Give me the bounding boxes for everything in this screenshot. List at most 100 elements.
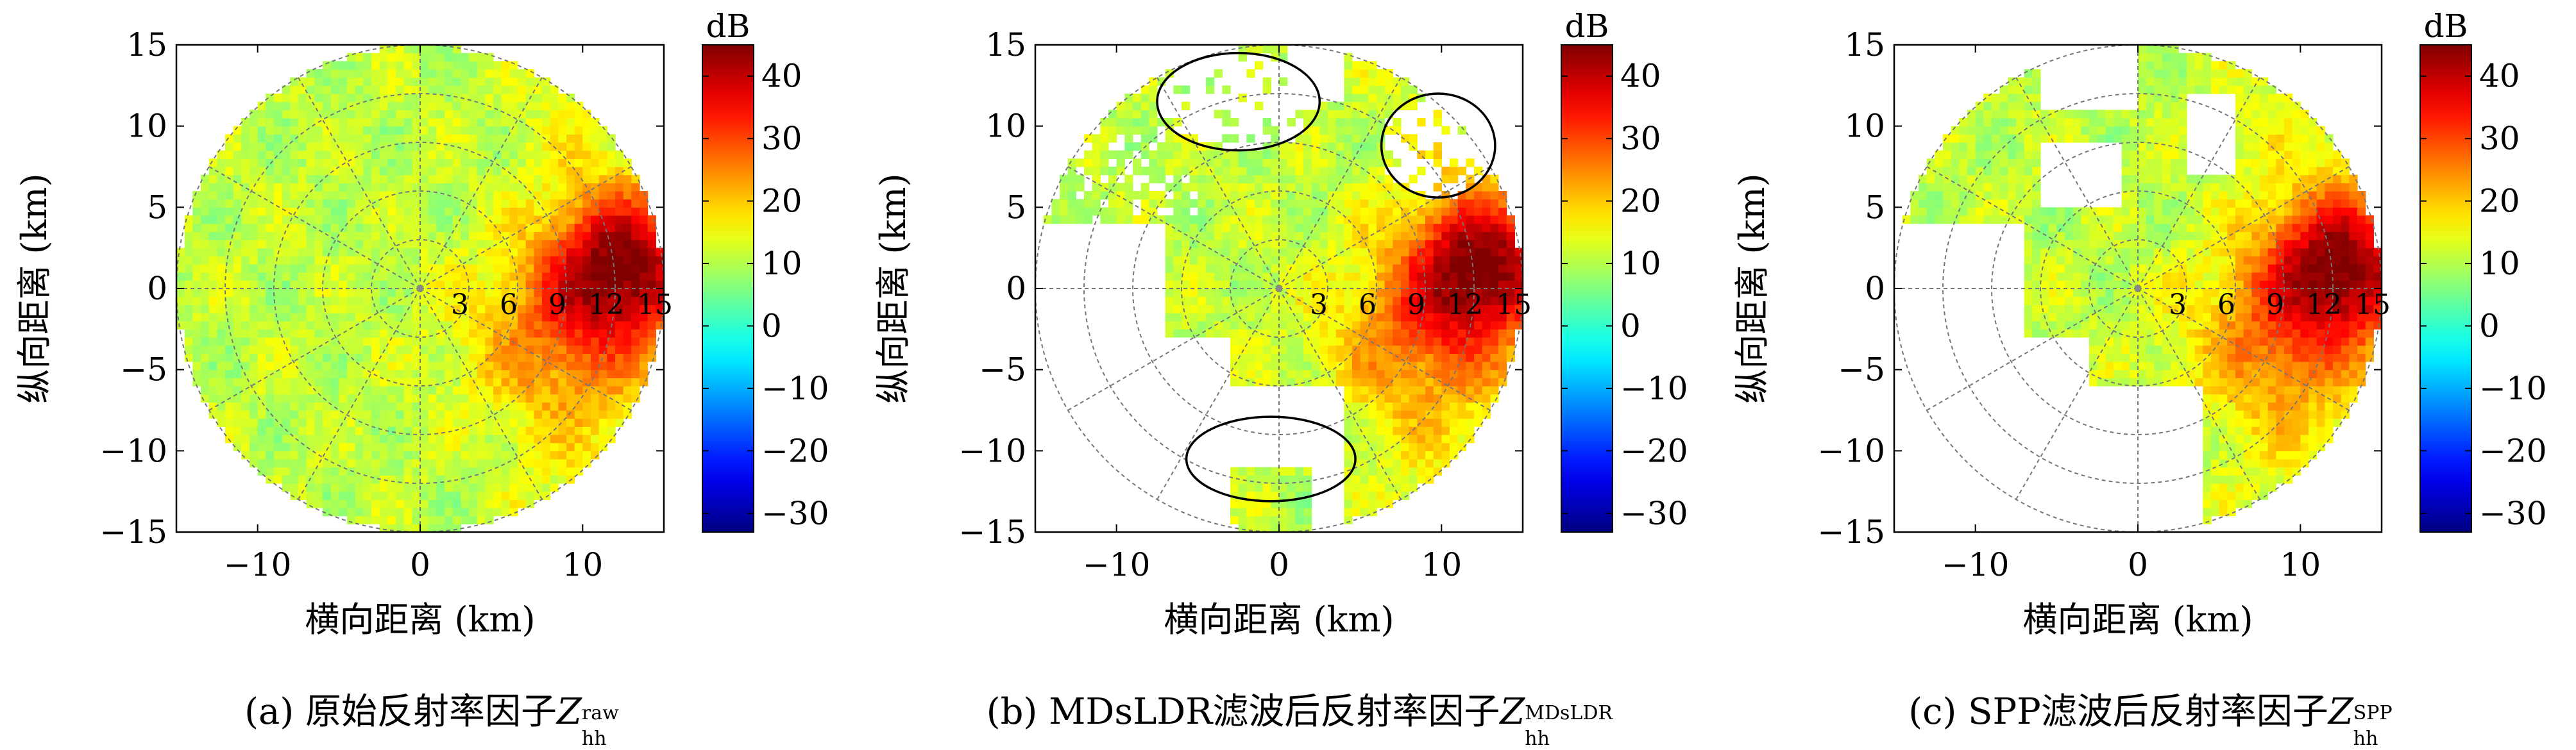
caption-text: (b) MDsLDR滤波后反射率因子 — [987, 691, 1500, 733]
x-axis-label: 横向距离 (km) — [1164, 599, 1394, 640]
colorbar-tick-label: 40 — [761, 58, 802, 95]
colorbar-tick-label: 20 — [2479, 183, 2520, 220]
colorbar-unit: dB — [706, 8, 750, 45]
y-axis-label: 纵向距离 (km) — [14, 173, 55, 403]
range-ring-label: 6 — [2217, 288, 2235, 321]
range-ring-label: 15 — [637, 288, 673, 321]
y-tick-label: 15 — [126, 26, 167, 63]
caption-variable: Z — [557, 691, 582, 733]
colorbar-tick-label: −20 — [761, 432, 829, 469]
x-axis-label: 横向距离 (km) — [305, 599, 535, 640]
colorbar-tick-label: −10 — [2479, 370, 2547, 407]
colorbar-tick-label: 30 — [2479, 120, 2520, 157]
colorbar-tick-label: 0 — [761, 307, 782, 344]
y-axis-label: 纵向距离 (km) — [1732, 173, 1772, 403]
x-tick-label: 0 — [1269, 546, 1289, 583]
colorbar-tick-label: 20 — [761, 183, 802, 220]
y-tick-label: −10 — [958, 432, 1026, 469]
y-tick-label: 10 — [985, 108, 1026, 145]
y-tick-label: −15 — [1817, 513, 1885, 551]
colorbar-tick-label: −30 — [761, 495, 829, 532]
range-ring-label: 12 — [588, 288, 624, 321]
colorbar-unit: dB — [1565, 8, 1609, 45]
x-tick-label: 0 — [410, 546, 430, 583]
caption-variable: Z — [2328, 691, 2353, 733]
caption-superscript: SPP — [2353, 704, 2393, 723]
caption-superscript: raw — [582, 704, 619, 723]
colorbar — [2420, 45, 2471, 532]
colorbar-tick-label: −20 — [2479, 432, 2547, 469]
range-ring-label: 12 — [2306, 288, 2342, 321]
range-ring-label: 3 — [1310, 288, 1328, 321]
y-tick-label: 10 — [1844, 108, 1885, 145]
y-tick-label: −5 — [120, 351, 167, 388]
y-tick-label: 5 — [1865, 188, 1885, 226]
caption-superscript: MDsLDR — [1525, 704, 1613, 723]
y-tick-label: −5 — [1838, 351, 1885, 388]
y-tick-label: 0 — [1865, 270, 1885, 307]
y-tick-label: −10 — [99, 432, 167, 469]
x-tick-label: −10 — [224, 546, 292, 583]
x-tick-label: −10 — [1083, 546, 1151, 583]
colorbar-tick-label: 10 — [2479, 245, 2520, 282]
y-tick-label: 0 — [1006, 270, 1026, 307]
range-ring-label: 15 — [2355, 288, 2391, 321]
caption-subscript: hh — [1525, 729, 1550, 749]
caption-subscript: hh — [582, 729, 607, 749]
colorbar-tick-label: 40 — [2479, 58, 2520, 95]
range-ring-label: 9 — [2266, 288, 2284, 321]
y-tick-label: 0 — [147, 270, 167, 307]
radar-center — [2135, 285, 2141, 292]
x-tick-label: 10 — [2280, 546, 2321, 583]
y-tick-label: 15 — [1844, 26, 1885, 63]
y-tick-label: −15 — [99, 513, 167, 551]
colorbar-tick-label: 20 — [1620, 183, 1661, 220]
caption-text: (a) 原始反射率因子 — [244, 691, 557, 733]
colorbar — [702, 45, 754, 532]
range-ring-label: 9 — [1407, 288, 1425, 321]
range-ring-label: 3 — [451, 288, 469, 321]
colorbar-tick-label: −10 — [1620, 370, 1688, 407]
y-tick-label: −15 — [958, 513, 1026, 551]
range-ring-label: 6 — [500, 288, 518, 321]
y-tick-label: 15 — [985, 26, 1026, 63]
colorbar-tick-label: 0 — [2479, 307, 2500, 344]
colorbar-unit: dB — [2424, 8, 2468, 45]
colorbar-tick-label: 40 — [1620, 58, 1661, 95]
range-ring-label: 3 — [2169, 288, 2187, 321]
colorbar-tick-label: 30 — [761, 120, 802, 157]
colorbar — [1561, 45, 1613, 532]
colorbar-tick-label: 0 — [1620, 307, 1641, 344]
range-ring-label: 15 — [1496, 288, 1532, 321]
x-tick-label: 10 — [1421, 546, 1462, 583]
colorbar-tick-label: 10 — [1620, 245, 1661, 282]
colorbar-tick-label: −30 — [1620, 495, 1688, 532]
y-tick-label: 5 — [1006, 188, 1026, 226]
radar-center — [417, 285, 423, 292]
colorbar-tick-label: 30 — [1620, 120, 1661, 157]
caption-variable: Z — [1500, 691, 1525, 733]
x-axis-label: 横向距离 (km) — [2022, 599, 2253, 640]
range-ring-label: 12 — [1447, 288, 1483, 321]
radar-center — [1276, 285, 1282, 292]
x-tick-label: −10 — [1942, 546, 2010, 583]
y-tick-label: 10 — [126, 108, 167, 145]
y-tick-label: 5 — [147, 188, 167, 226]
caption-subscript: hh — [2353, 729, 2378, 749]
x-tick-label: 0 — [2128, 546, 2148, 583]
range-ring-label: 9 — [548, 288, 566, 321]
colorbar-tick-label: −30 — [2479, 495, 2547, 532]
colorbar-tick-label: −10 — [761, 370, 829, 407]
range-ring-label: 6 — [1359, 288, 1377, 321]
y-tick-label: −5 — [979, 351, 1026, 388]
y-axis-label: 纵向距离 (km) — [873, 173, 913, 403]
caption-text: (c) SPP滤波后反射率因子 — [1908, 691, 2328, 733]
colorbar-tick-label: 10 — [761, 245, 802, 282]
